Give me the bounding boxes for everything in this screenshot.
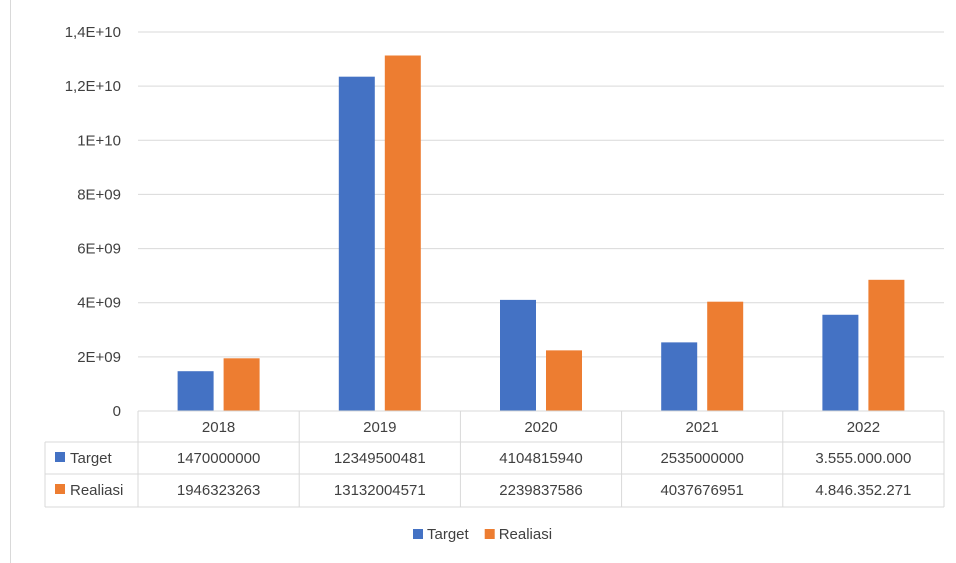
table-cell-realiasi-2019: 13132004571 xyxy=(334,482,426,499)
bar-target-2022 xyxy=(822,314,859,411)
table-cell-target-2018: 1470000000 xyxy=(177,450,260,467)
bars xyxy=(177,55,905,412)
y-axis: 0 2E+09 4E+09 6E+09 8E+09 1E+10 1,2E+10 1,4E+10 xyxy=(65,24,121,420)
y-tick-label-7: 1,4E+10 xyxy=(65,24,121,41)
y-tick-label-5: 1E+10 xyxy=(77,132,121,149)
data-table: 2018 2019 2020 2021 2022 Target 1470000000 1234… xyxy=(44,410,945,508)
legend-swatch-target xyxy=(413,529,423,539)
table-key-realiasi xyxy=(55,484,65,494)
y-tick-label-3: 6E+09 xyxy=(77,241,121,258)
table-cell-target-2020: 4104815940 xyxy=(499,450,582,467)
table-cell-realiasi-2022: 4.846.352.271 xyxy=(815,482,911,499)
legend-swatch-realiasi xyxy=(484,529,495,539)
bar-realiasi-2019 xyxy=(384,55,421,412)
bar-realiasi-2022 xyxy=(868,279,905,411)
bar-realiasi-2020 xyxy=(546,350,582,411)
y-tick-label-4: 8E+09 xyxy=(77,186,121,203)
table-key-target xyxy=(55,452,65,462)
x-tick-label-2020: 2020 xyxy=(524,419,557,436)
x-tick-label-2022: 2022 xyxy=(847,419,880,436)
table-cell-target-2021: 2535000000 xyxy=(660,450,743,467)
y-tick-label-0: 0 xyxy=(113,403,121,420)
bar-target-2019 xyxy=(338,76,375,411)
x-tick-label-2018: 2018 xyxy=(202,419,235,436)
bar-realiasi-2018 xyxy=(223,358,260,411)
table-series-name-target: Target xyxy=(70,450,113,467)
bar-realiasi-2021 xyxy=(707,301,744,411)
bar-target-2021 xyxy=(661,342,698,411)
x-tick-label-2019: 2019 xyxy=(363,419,396,436)
table-cell-target-2019: 12349500481 xyxy=(334,450,426,467)
table-cell-realiasi-2020: 2239837586 xyxy=(499,482,582,499)
table-cell-realiasi-2021: 4037676951 xyxy=(660,482,743,499)
legend-label-target: Target xyxy=(427,526,470,543)
y-tick-label-2: 4E+09 xyxy=(77,295,121,312)
legend: Target Realiasi xyxy=(413,526,552,543)
table-cell-target-2022: 3.555.000.000 xyxy=(815,450,911,467)
y-tick-label-6: 1,2E+10 xyxy=(65,78,121,95)
table-series-name-realiasi: Realiasi xyxy=(70,482,123,499)
bar-target-2018 xyxy=(177,371,214,411)
gridlines xyxy=(138,31,944,358)
legend-label-realiasi: Realiasi xyxy=(499,526,552,543)
x-tick-label-2021: 2021 xyxy=(686,419,719,436)
bar-target-2020 xyxy=(500,299,536,411)
y-tick-label-1: 2E+09 xyxy=(77,349,121,366)
chart-frame xyxy=(10,0,954,563)
table-cell-realiasi-2018: 1946323263 xyxy=(177,482,260,499)
